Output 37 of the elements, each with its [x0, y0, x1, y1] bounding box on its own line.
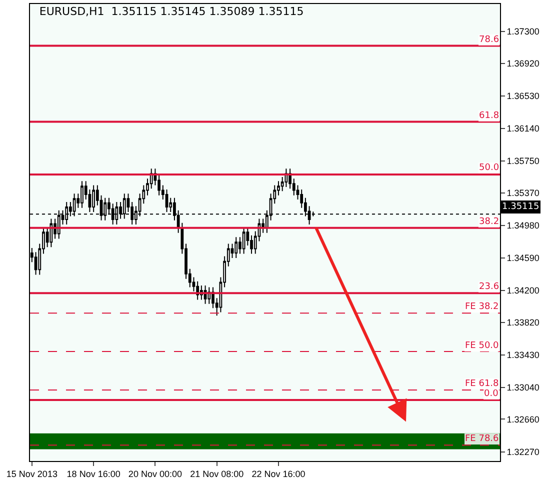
candlestick: [234, 236, 238, 258]
x-tick-label: 21 Nov 08:00: [190, 468, 244, 479]
x-tick-label: 20 Nov 00:00: [128, 468, 182, 479]
candlestick: [80, 180, 84, 208]
x-tick-label: 22 Nov 16:00: [252, 468, 306, 479]
annotation: FE 78.6: [465, 434, 500, 444]
x-tick-label: 18 Nov 16:00: [66, 468, 120, 479]
y-tick-label: 1.34200: [506, 286, 540, 296]
x-tick-label: 15 Nov 2013: [6, 468, 58, 479]
y-tick-label: 1.37300: [506, 26, 540, 37]
y-tick-label: 1.34590: [506, 253, 540, 264]
candlestick: [92, 184, 96, 213]
y-tick-label: 1.32660: [506, 414, 540, 424]
annotation: FE 50.0: [465, 341, 500, 351]
y-tick-label: 1.33430: [506, 350, 540, 360]
annotation: 50.0: [479, 163, 500, 173]
y-tick-label: 1.34980: [506, 220, 540, 231]
annotation: FE 61.8: [465, 379, 500, 389]
candlestick: [165, 188, 168, 213]
y-tick-label: 1.32270: [506, 446, 540, 457]
candlestick: [50, 218, 53, 248]
annotation: 61.8: [479, 111, 500, 121]
annotation: FE 38.2: [465, 302, 499, 312]
y-tick-label: 1.33040: [506, 382, 540, 393]
chart-title: EURUSD,H1 1.35115 1.35145 1.35089 1.35115: [39, 4, 304, 18]
y-tick-label: 1.36140: [506, 124, 540, 134]
annotation: 23.6: [479, 282, 500, 292]
y-tick-label: 1.33820: [506, 317, 540, 328]
annotation: 38.2: [479, 217, 500, 227]
candlestick: [242, 226, 246, 254]
y-tick-label: 1.36530: [506, 91, 540, 102]
y-tick-label: 1.36920: [506, 58, 540, 68]
ref-line-label: 1.35115: [502, 202, 540, 212]
annotation: 78.6: [479, 35, 500, 45]
y-tick-label: 1.35750: [506, 156, 540, 166]
annotation: 0.0: [484, 389, 499, 399]
y-tick-label: 1.35370: [506, 188, 540, 198]
